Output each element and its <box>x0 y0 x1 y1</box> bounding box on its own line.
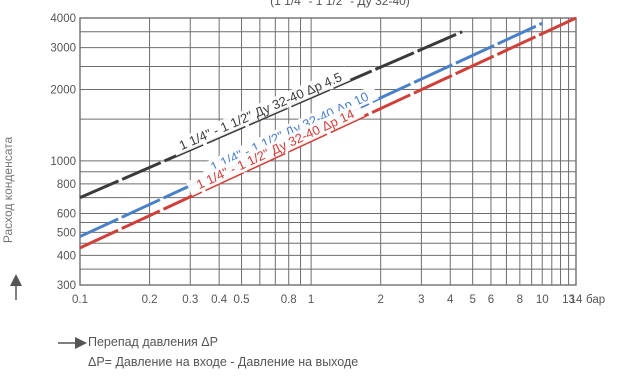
y-tick-label: 1000 <box>50 156 76 168</box>
y-tick-label: 400 <box>57 250 76 262</box>
series-line <box>79 16 577 250</box>
x-tick-label: 13 <box>562 294 575 306</box>
x-tick-label: 5 <box>469 294 475 306</box>
x-tick-label: 0.3 <box>182 294 198 306</box>
x-tick-label: 6 <box>488 294 494 306</box>
x-tick-label: 14 <box>570 294 583 306</box>
x-axis-formula: ΔP= Давление на входе - Давление на выхо… <box>88 355 359 369</box>
y-tick-label: 300 <box>57 280 76 292</box>
x-tick-label: 3 <box>418 294 424 306</box>
series-label-background <box>200 85 379 179</box>
x-tick-label: 8 <box>517 294 523 306</box>
plot-frame <box>79 17 577 286</box>
chart-series-labels: 1 1/4" - 1 1/2" Ду 32-40 Δp 4.51 1/4" - … <box>170 66 379 196</box>
x-tick-label: 1 <box>308 294 314 306</box>
y-tick-label: 4000 <box>50 13 76 25</box>
chart-grid <box>79 17 577 286</box>
y-tick-label: 800 <box>57 179 76 191</box>
x-tick-label: 10 <box>536 294 549 306</box>
x-tick-label: 0.2 <box>142 294 158 306</box>
x-tick-label: 0.5 <box>234 294 250 306</box>
chart-ticks: 300 400 500 600 800 1000 2000 3000 4000 0.1 0.2 0.3… <box>50 13 605 306</box>
y-tick-label: 600 <box>57 209 76 221</box>
x-tick-label: 4 <box>447 294 454 306</box>
y-tick-label: 500 <box>57 227 76 239</box>
x-tick-label: 2 <box>377 294 383 306</box>
x-axis-label: Перепад давления ΔP <box>88 335 218 349</box>
series-label-background <box>185 102 365 196</box>
series-line <box>79 30 463 200</box>
x-tick-label: 0.1 <box>72 294 88 306</box>
chart-title: (1 1/4" - 1 1/2" - Ду 32-40) <box>270 0 410 8</box>
y-tick-label: 3000 <box>50 43 76 55</box>
x-tick-label: 0.4 <box>211 294 228 306</box>
y-tick-label: 2000 <box>50 84 76 96</box>
x-axis-unit-label: бар <box>586 294 605 306</box>
series-label-background <box>170 66 351 156</box>
x-tick-label: 0.8 <box>281 294 297 306</box>
